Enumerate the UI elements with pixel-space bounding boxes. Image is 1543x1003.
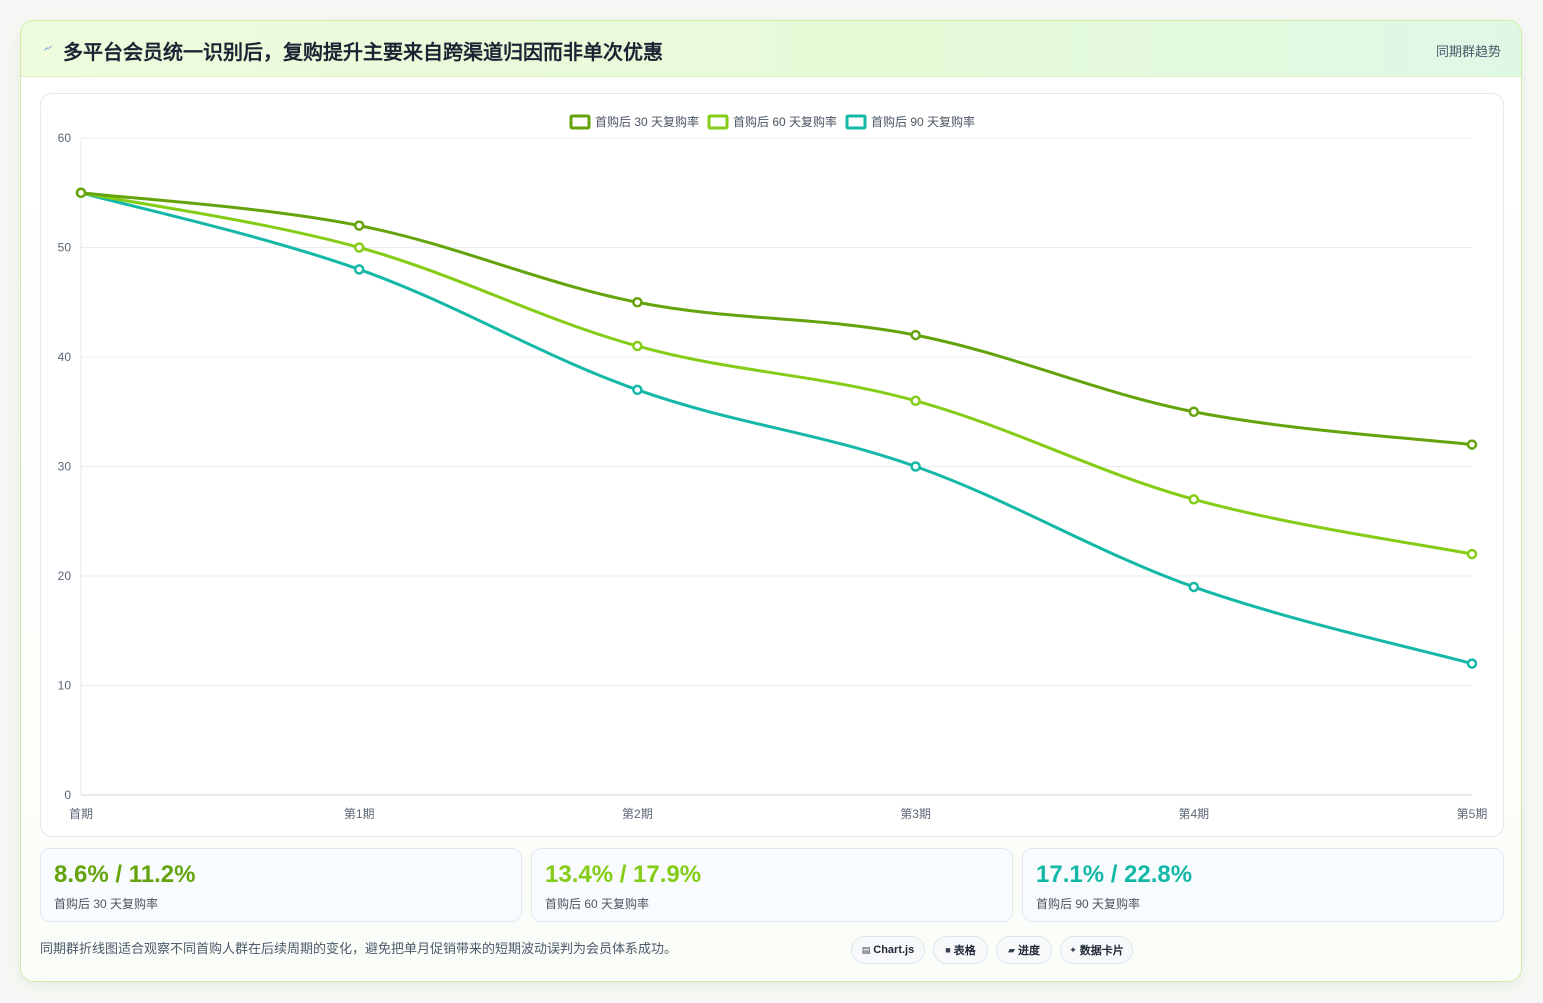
data-point [632,340,643,352]
pill-label: 进度 [1017,945,1040,957]
kpi-label: 首购后 60 天复购率 [545,897,650,911]
data-point [1466,548,1478,560]
kpi-label: 首购后 90 天复购率 [1036,897,1141,911]
data-point [353,264,365,275]
progress-icon: ▰ [1008,944,1015,955]
legend-label: 首购后 30 天复购率 [595,114,699,129]
pill-label: 表格 [953,945,976,957]
kpi-card-60: 13.4% / 17.9% 首购后 60 天复购率 [531,848,1013,922]
y-tick-label: 10 [58,679,72,693]
data-point [1188,581,1200,593]
report-card: 多平台会员统一识别后，复购提升主要来自跨渠道归因而非单次优惠 同期群趋势 0 10… [20,20,1522,982]
data-point [1466,439,1478,450]
kpi-value: 17.1% / 22.8% [1036,861,1193,888]
data-point [910,461,921,472]
card-icon: ✦ [1069,944,1077,955]
y-tick-label: 0 [64,788,71,802]
x-tick-label: 首期 [69,807,93,821]
pill-data-card[interactable]: ✦ 数据卡片 [1060,936,1133,964]
card-header: 多平台会员统一识别后，复购提升主要来自跨渠道归因而非单次优惠 同期群趋势 [21,21,1521,77]
legend-label: 首购后 90 天复购率 [871,114,975,129]
kpi-card-30: 8.6% / 11.2% 首购后 30 天复购率 [40,848,522,922]
view-tag[interactable]: 同期群趋势 [1435,44,1501,59]
pill-table[interactable]: ■ 表格 [933,936,988,964]
data-point [75,187,87,198]
chart-icon: ▤ [861,944,871,955]
data-point [1188,494,1200,505]
kpi-card-90: 17.1% / 22.8% 首购后 90 天复购率 [1022,848,1504,922]
y-tick-label: 20 [58,569,72,583]
pill-progress[interactable]: ▰ 进度 [996,936,1052,964]
data-point [632,297,643,308]
series-line-0 [80,191,1473,447]
line-chart: 0 10 20 30 40 50 60 首期 第1期 第2期 第3期 第4期 第5期 首购后 30 天复购… [58,114,1488,821]
data-point [353,242,365,253]
kpi-value: 8.6% / 11.2% [54,861,196,888]
data-point [910,395,921,407]
page-title: 多平台会员统一识别后，复购提升主要来自跨渠道归因而非单次优惠 [63,42,663,64]
footnote: 同期群折线图适合观察不同首购人群在后续周期的变化，避免把单月促销带来的短期波动误… [40,941,678,956]
table-icon: ■ [945,945,951,955]
pill-label: Chart.js [873,944,915,956]
legend-swatch [845,114,867,130]
pill-label: 数据卡片 [1079,945,1124,957]
legend-swatch [569,114,591,130]
y-tick-label: 30 [58,460,72,474]
x-tick-label: 第3期 [900,807,931,821]
x-tick-label: 第1期 [344,807,375,821]
pill-chartjs[interactable]: ▤ Chart.js [851,936,925,964]
series-line-2 [80,191,1473,666]
kpi-value: 13.4% / 17.9% [545,861,702,888]
data-point [353,220,365,231]
chart-panel: 0 10 20 30 40 50 60 首期 第1期 第2期 第3期 第4期 第5期 首购后 30 天复购… [40,93,1504,837]
x-tick-label: 第2期 [622,807,653,821]
lightning-icon [43,45,53,51]
x-tick-label: 第5期 [1457,807,1488,821]
legend-swatch [707,114,729,130]
y-tick-label: 40 [58,350,72,364]
y-tick-label: 60 [58,131,72,145]
legend-label: 首购后 60 天复购率 [733,114,837,129]
kpi-label: 首购后 30 天复购率 [54,897,159,911]
x-tick-label: 第4期 [1178,807,1209,821]
data-point [1188,406,1200,417]
y-tick-label: 50 [58,241,72,255]
series-line-1 [80,191,1473,556]
data-point [632,384,643,396]
data-point [910,329,921,341]
data-point [1466,658,1478,669]
